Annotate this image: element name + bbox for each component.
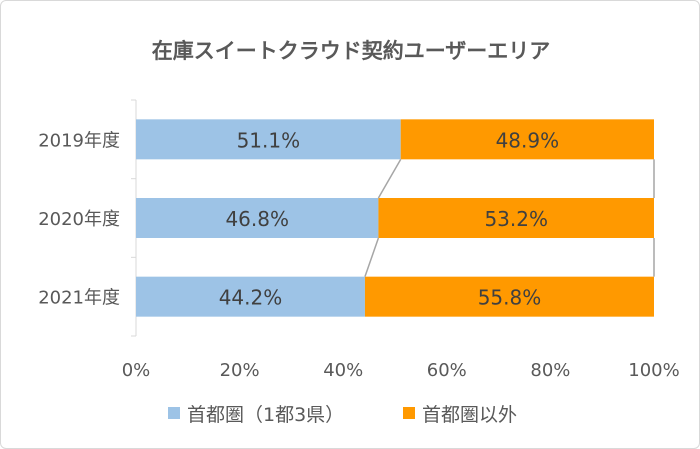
x-tick-label: 0%	[122, 360, 151, 381]
data-label: 55.8%	[478, 286, 542, 310]
category-label: 2020年度	[38, 209, 120, 230]
series-line	[377, 158, 402, 199]
bar-segment	[136, 198, 379, 238]
legend-label: 首都圏（1都3県）	[187, 404, 344, 426]
data-label: 51.1%	[237, 128, 301, 152]
x-tick-label: 100%	[628, 360, 679, 381]
data-label: 48.9%	[496, 128, 560, 152]
bar-segment	[400, 119, 654, 160]
legend-swatch	[403, 407, 415, 419]
legend-swatch	[168, 407, 180, 419]
data-label: 53.2%	[484, 207, 548, 231]
data-label: 44.2%	[219, 286, 283, 310]
category-label: 2021年度	[38, 288, 120, 309]
x-tick-label: 20%	[220, 360, 260, 381]
x-tick-label: 60%	[427, 360, 467, 381]
chart-title: 在庫スイートクラウド契約ユーザーエリア	[152, 39, 551, 63]
x-tick-label: 40%	[323, 360, 363, 381]
legend-label: 首都圏以外	[422, 404, 517, 426]
data-label: 46.8%	[225, 207, 289, 231]
bar-segment	[378, 198, 654, 238]
bar-segment	[364, 276, 654, 317]
series-line	[364, 237, 380, 277]
bar-segment	[136, 119, 401, 160]
x-tick-label: 80%	[530, 360, 570, 381]
category-label: 2019年度	[38, 130, 120, 151]
bar-segment	[136, 276, 365, 317]
